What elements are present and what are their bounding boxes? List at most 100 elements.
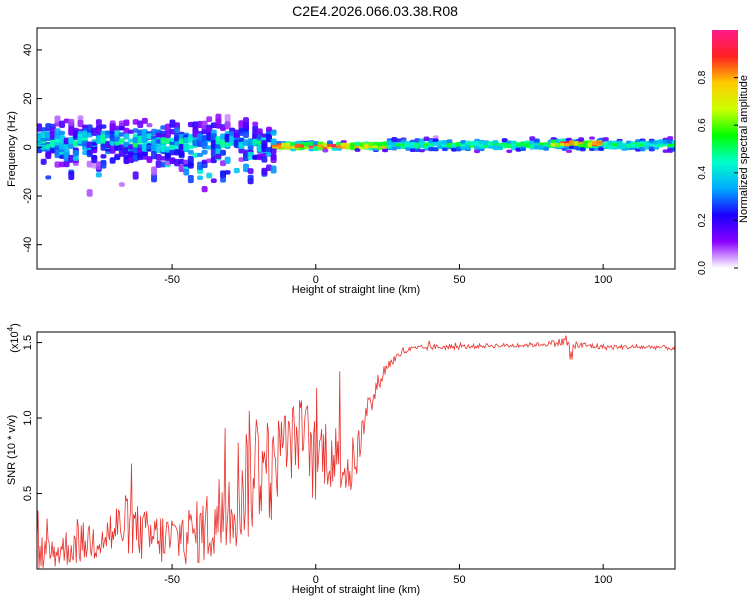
spectrogram-cell (501, 143, 508, 149)
spectrogram-cell (49, 127, 56, 136)
spectrogram-cell (137, 152, 144, 161)
spectrogram-cell (395, 143, 402, 147)
spectrogram-cell (59, 161, 66, 168)
spectrogram-cell (210, 122, 217, 129)
spectrogram-cell (625, 143, 632, 149)
spectrogram-cell (132, 147, 139, 154)
snr-scale-base: (x104) (6, 323, 21, 353)
spectrogram-cell (224, 120, 231, 130)
spectrogram-cell (331, 147, 338, 151)
spectrogram-cell (506, 149, 513, 153)
spectrogram-cell (215, 148, 222, 155)
spectrogram-cell (247, 174, 254, 181)
spectrogram-cell (220, 160, 227, 167)
spectrogram-cell (391, 141, 398, 146)
spectrogram-cell (243, 139, 249, 146)
spectrogram-cell (550, 143, 557, 148)
spectrogram-cell (441, 139, 448, 145)
spectrogram-cell (109, 157, 116, 164)
spectrogram-cell (533, 145, 540, 150)
spectrogram-cell (372, 141, 379, 147)
spectrogram-cell (151, 139, 158, 146)
spectrogram-cell (464, 146, 471, 151)
spectrogram-cell (460, 146, 467, 150)
spectrogram-cell (206, 126, 213, 135)
spectrogram-cell (187, 134, 194, 142)
spectrogram-cell (40, 144, 47, 151)
spectrogram-cell (197, 161, 204, 171)
spectrogram-cell (326, 143, 333, 147)
spectrogram-cell (602, 144, 609, 149)
spectrogram-cell (151, 128, 158, 135)
spectrogram-cell (197, 175, 204, 180)
spectrogram-cell (206, 116, 213, 123)
spectrogram-cell (109, 134, 116, 142)
x-tick-label: -50 (164, 274, 180, 286)
spectrogram-cell (141, 144, 148, 152)
snr-plot-area (37, 335, 675, 569)
spectrogram-cell (533, 141, 540, 146)
spectrogram-cell (671, 147, 675, 152)
spectrogram-cell (322, 148, 329, 153)
spectrogram-cell (625, 140, 632, 144)
spectrogram-cell (607, 144, 614, 150)
spectrogram-cell (247, 138, 254, 146)
spectrogram-cell (432, 138, 439, 142)
spectrogram-cell (68, 127, 75, 136)
x-tick-label: 0 (313, 274, 319, 286)
spectrogram-cell (270, 165, 277, 174)
spectrogram-cell (123, 154, 130, 160)
spectrogram-cell (667, 139, 674, 144)
spectrogram-cell (95, 161, 102, 170)
spectrogram-cell (72, 130, 79, 139)
spectrogram-cell (132, 119, 139, 125)
spectrogram-cell (386, 144, 393, 149)
spectrogram-cell (215, 136, 222, 145)
spectrogram-cell (224, 156, 231, 164)
snr-scale-exponent: 4 (6, 326, 15, 331)
spectrogram-cell (151, 166, 158, 176)
spectrogram-cell (247, 145, 254, 151)
spectrogram-cell (487, 145, 494, 149)
spectrogram-cell (455, 142, 462, 147)
spectrogram-cell (114, 154, 121, 161)
spectrogram-cell (414, 144, 421, 149)
spectrogram-cell (183, 159, 190, 165)
spectrogram-cell (418, 144, 425, 149)
spectrogram-cell (598, 147, 605, 151)
spectrogram-cell (564, 143, 571, 147)
spectrogram-cell (215, 113, 222, 123)
spectrogram-cell (616, 144, 623, 150)
y-tick-label: 40 (22, 44, 34, 56)
spectrogram-cell (220, 177, 227, 183)
spectrogram-cell (210, 156, 217, 162)
spectrogram-cell (252, 130, 259, 138)
spectrogram-cell (261, 156, 268, 163)
spectrogram-cell (474, 140, 481, 146)
spectrogram-cell (290, 145, 297, 149)
spectrogram-cell (243, 121, 249, 130)
spectrogram-cell (446, 143, 453, 148)
spectrogram-cell (178, 144, 185, 153)
spectrogram-cell (238, 157, 245, 162)
spectrogram-cell (648, 146, 655, 151)
spectrogram-cell (428, 139, 435, 144)
spectrogram-cell (238, 120, 245, 130)
spectrogram-cell (100, 134, 107, 144)
snr-x-label: Height of straight line (km) (292, 584, 420, 596)
spectrogram-cell (206, 145, 213, 150)
y-tick-label: -40 (22, 237, 34, 253)
spectrogram-cell (658, 139, 664, 144)
spectrogram-cell (68, 143, 75, 150)
spectrogram-cell (483, 141, 490, 146)
spectrogram-cell (118, 126, 125, 131)
spectrogram-cell (169, 149, 176, 156)
spectrogram-cell (59, 144, 66, 150)
spectrogram-cell (183, 168, 190, 176)
spectrogram-cell (261, 143, 268, 152)
spectrogram-cell (271, 140, 278, 146)
spectrogram-cell (538, 144, 545, 150)
spectrogram-cell (206, 132, 213, 141)
spectrogram-cell (270, 153, 277, 161)
spectrogram-cell (82, 140, 89, 147)
